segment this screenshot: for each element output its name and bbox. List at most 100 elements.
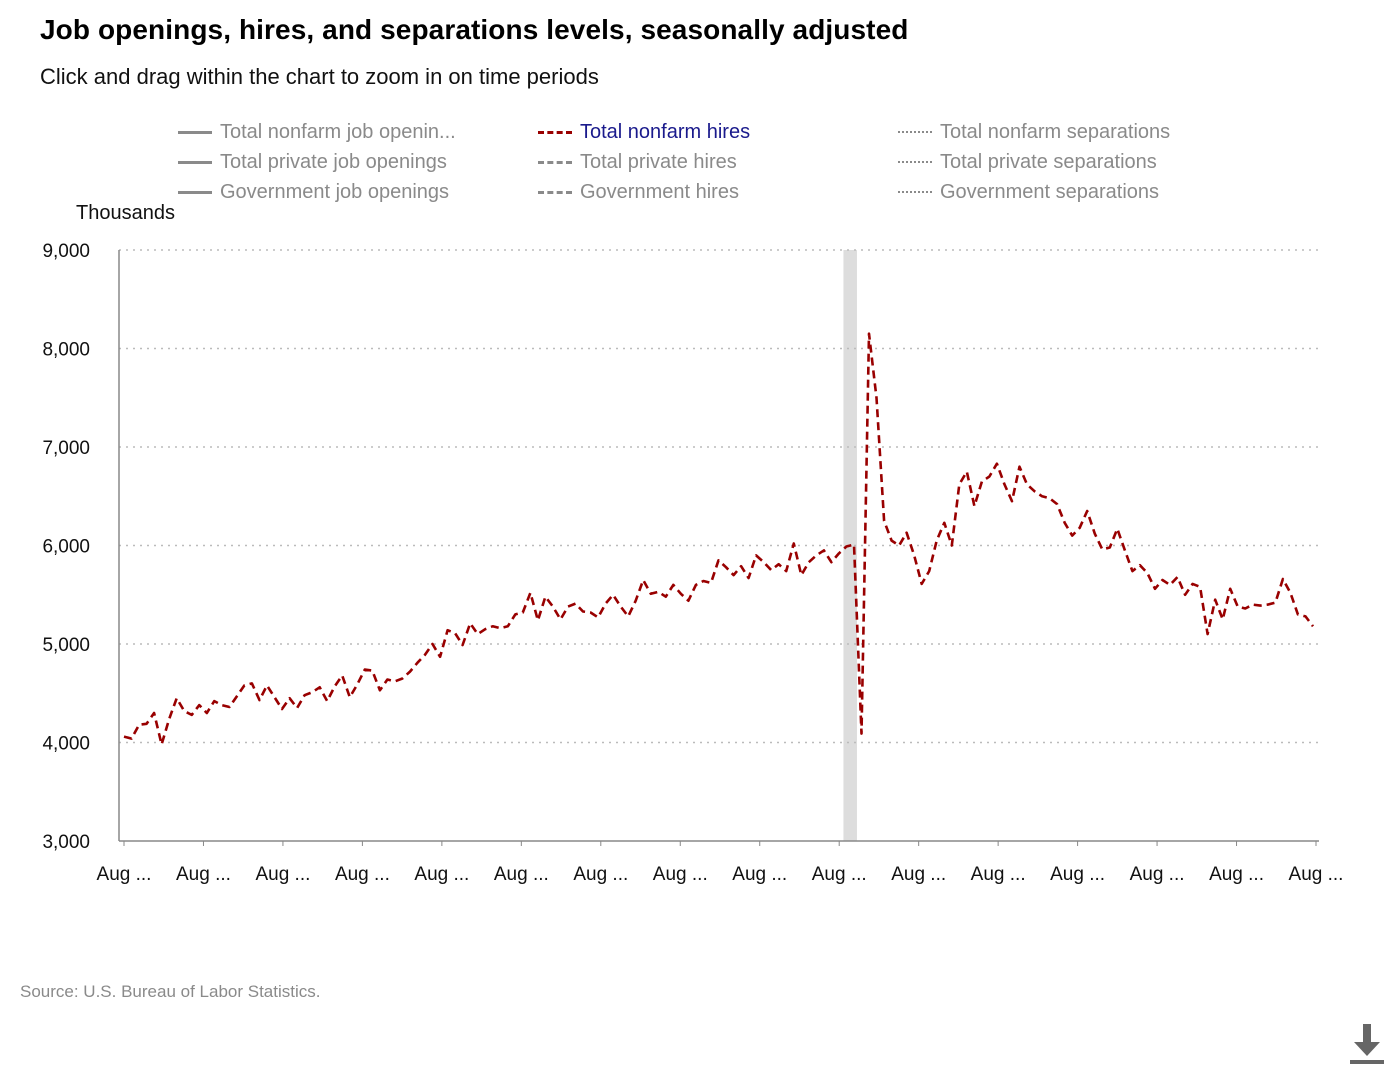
chart-legend: Total nonfarm job openin... Total privat…: [178, 118, 1238, 210]
data-point: [145, 722, 149, 726]
x-tick-label: Aug ...: [1050, 864, 1105, 885]
data-point: [942, 521, 946, 525]
data-point: [1055, 502, 1059, 506]
data-point: [566, 605, 570, 609]
legend-item-government-separations[interactable]: Government separations: [898, 178, 1159, 206]
data-point: [167, 717, 171, 721]
data-point: [1070, 534, 1074, 538]
data-point: [257, 698, 261, 702]
data-point: [1115, 527, 1119, 531]
data-point: [1048, 496, 1052, 500]
data-point: [1160, 578, 1164, 582]
data-point: [1002, 482, 1006, 486]
data-point: [890, 539, 894, 543]
legend-label: Total nonfarm separations: [940, 120, 1171, 143]
data-point: [506, 624, 510, 628]
data-point: [649, 592, 653, 596]
dotted-line-icon: [898, 191, 932, 193]
data-point: [656, 590, 660, 594]
data-point: [581, 609, 585, 613]
data-point: [325, 699, 329, 703]
data-point: [280, 707, 284, 711]
data-point: [1040, 494, 1044, 498]
solid-line-icon: [178, 160, 212, 164]
data-point: [875, 396, 879, 400]
data-point: [1108, 545, 1112, 549]
data-point: [273, 695, 277, 699]
data-point: [1303, 614, 1307, 618]
data-point: [1085, 509, 1089, 513]
data-point: [318, 685, 322, 689]
data-point: [1213, 598, 1217, 602]
data-point: [385, 677, 389, 681]
legend-item-government-job-openings[interactable]: Government job openings: [178, 178, 449, 206]
data-point: [348, 695, 352, 699]
data-point: [634, 599, 638, 603]
data-point: [235, 694, 239, 698]
x-tick-label: Aug ...: [97, 864, 152, 885]
data-point: [987, 475, 991, 479]
data-point: [1130, 569, 1134, 573]
data-point: [250, 681, 254, 685]
data-point: [920, 582, 924, 586]
dashed-line-icon: [538, 130, 572, 134]
legend-item-total-private-separations[interactable]: Total private separations: [898, 148, 1157, 176]
data-point: [1311, 624, 1315, 628]
legend-item-total-private-job-openings[interactable]: Total private job openings: [178, 148, 447, 176]
legend-label: Government separations: [940, 180, 1160, 203]
x-tick-label: Aug ...: [732, 864, 787, 885]
data-point: [626, 614, 630, 618]
data-point: [619, 605, 623, 609]
data-point: [1198, 585, 1202, 589]
data-point: [927, 569, 931, 573]
x-tick-label: Aug ...: [1289, 864, 1344, 885]
data-point: [310, 690, 314, 694]
data-point: [664, 595, 668, 599]
x-tick-label: Aug ...: [176, 864, 231, 885]
chart-area[interactable]: 3,000 4,000 5,000 6,000 7,000 8,000 9,000 Thous…: [0, 200, 1400, 900]
chart-subtitle: Click and drag within the chart to zoom …: [40, 64, 599, 89]
data-point: [521, 610, 525, 614]
data-point: [822, 548, 826, 552]
data-point: [604, 602, 608, 606]
data-point: [1258, 604, 1262, 608]
data-point: [829, 560, 833, 564]
data-point: [701, 579, 705, 583]
series-line-total-nonfarm-hires: [123, 332, 1315, 746]
data-point: [363, 668, 367, 672]
data-point: [709, 581, 713, 585]
data-point: [1228, 587, 1232, 591]
data-point: [1078, 526, 1082, 530]
x-tick-label: Aug ...: [414, 864, 469, 885]
line-chart[interactable]: 3,000 4,000 5,000 6,000 7,000 8,000 9,000 Thous…: [0, 200, 1400, 900]
legend-item-total-private-hires[interactable]: Total private hires: [538, 148, 737, 176]
data-point: [453, 631, 457, 635]
legend-item-government-hires[interactable]: Government hires: [538, 178, 739, 206]
data-point: [378, 688, 382, 692]
download-button[interactable]: [1346, 1022, 1390, 1068]
data-point: [747, 576, 751, 580]
legend-item-total-nonfarm-job-openings[interactable]: Total nonfarm job openin...: [178, 118, 456, 146]
data-point: [995, 462, 999, 466]
data-point: [130, 737, 134, 741]
data-point: [1018, 465, 1022, 469]
x-tick-label: Aug ...: [255, 864, 310, 885]
data-point: [717, 558, 721, 562]
data-point: [1138, 563, 1142, 567]
data-point: [859, 732, 863, 736]
data-point: [446, 628, 450, 632]
legend-item-total-nonfarm-separations[interactable]: Total nonfarm separations: [898, 118, 1170, 146]
data-point: [461, 643, 465, 647]
y-tick-label: 7,000: [42, 438, 90, 459]
data-point: [694, 583, 698, 587]
data-point: [769, 568, 773, 572]
data-point: [1168, 583, 1172, 587]
dotted-line-icon: [898, 161, 932, 163]
data-point: [1025, 482, 1029, 486]
y-tick-label: 9,000: [42, 241, 90, 262]
data-point: [400, 676, 404, 680]
data-point: [1251, 603, 1255, 607]
data-point: [227, 705, 231, 709]
legend-item-total-nonfarm-hires[interactable]: Total nonfarm hires: [538, 118, 750, 146]
data-point: [596, 615, 600, 619]
